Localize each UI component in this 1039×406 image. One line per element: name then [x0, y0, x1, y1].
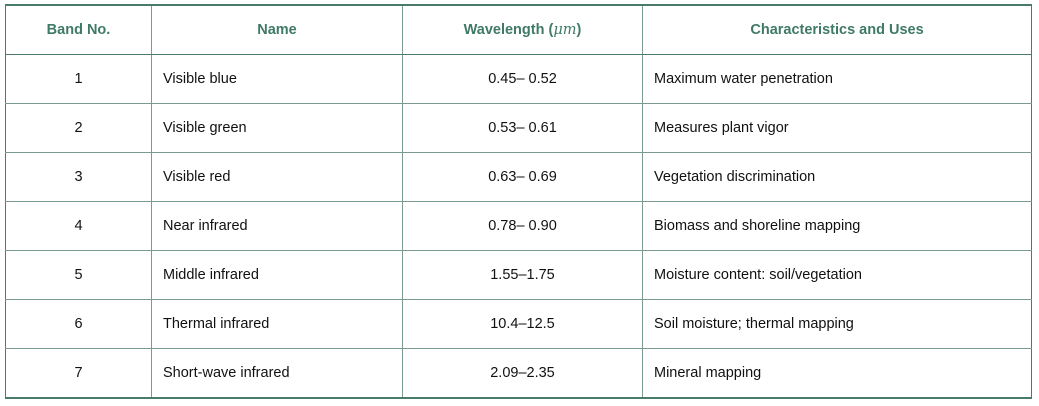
table-row: 3 Visible red 0.63– 0.69 Vegetation disc…: [5, 152, 1032, 202]
table-row: 4 Near infrared 0.78– 0.90 Biomass and s…: [5, 201, 1032, 251]
wavelength-cell: 0.63– 0.69: [402, 152, 643, 202]
uses-cell: Soil moisture; thermal mapping: [642, 299, 1032, 349]
uses-cell: Maximum water penetration: [642, 54, 1032, 104]
wavelength-cell: 0.78– 0.90: [402, 201, 643, 251]
band-number-cell: 1: [5, 54, 152, 104]
header-wavelength-unit: μm: [553, 22, 577, 38]
uses-cell: Measures plant vigor: [642, 103, 1032, 153]
wavelength-cell: 0.53– 0.61: [402, 103, 643, 153]
header-characteristics: Characteristics and Uses: [642, 4, 1032, 55]
wavelength-cell: 2.09–2.35: [402, 348, 643, 399]
header-name: Name: [151, 4, 403, 55]
uses-cell: Biomass and shoreline mapping: [642, 201, 1032, 251]
band-number-cell: 7: [5, 348, 152, 399]
band-name-cell: Middle infrared: [151, 250, 403, 300]
table-row: 6 Thermal infrared 10.4–12.5 Soil moistu…: [5, 299, 1032, 349]
table-row: 7 Short-wave infrared 2.09–2.35 Mineral …: [5, 348, 1032, 399]
band-number-cell: 2: [5, 103, 152, 153]
uses-cell: Mineral mapping: [642, 348, 1032, 399]
band-name-cell: Visible red: [151, 152, 403, 202]
landsat-bands-table-container: Band No. Name Wavelength (μm) Characteri…: [5, 4, 1032, 399]
table-row: 2 Visible green 0.53– 0.61 Measures plan…: [5, 103, 1032, 153]
wavelength-cell: 0.45– 0.52: [402, 54, 643, 104]
band-number-cell: 3: [5, 152, 152, 202]
band-name-cell: Short-wave infrared: [151, 348, 403, 399]
band-number-cell: 4: [5, 201, 152, 251]
table-header: Band No. Name Wavelength (μm) Characteri…: [5, 4, 1032, 55]
uses-cell: Moisture content: soil/vegetation: [642, 250, 1032, 300]
uses-cell: Vegetation discrimination: [642, 152, 1032, 202]
band-name-cell: Thermal infrared: [151, 299, 403, 349]
band-number-cell: 5: [5, 250, 152, 300]
header-wavelength-suffix: ): [576, 22, 582, 38]
header-band-no: Band No.: [5, 4, 152, 55]
band-name-cell: Visible green: [151, 103, 403, 153]
band-number-cell: 6: [5, 299, 152, 349]
wavelength-cell: 1.55–1.75: [402, 250, 643, 300]
header-wavelength: Wavelength (μm): [402, 4, 643, 55]
landsat-bands-table: Band No. Name Wavelength (μm) Characteri…: [5, 4, 1032, 399]
table-row: 1 Visible blue 0.45– 0.52 Maximum water …: [5, 54, 1032, 104]
table-row: 5 Middle infrared 1.55–1.75 Moisture con…: [5, 250, 1032, 300]
table-body: 1 Visible blue 0.45– 0.52 Maximum water …: [5, 54, 1032, 399]
band-name-cell: Near infrared: [151, 201, 403, 251]
header-row: Band No. Name Wavelength (μm) Characteri…: [5, 4, 1032, 55]
band-name-cell: Visible blue: [151, 54, 403, 104]
header-wavelength-prefix: Wavelength (: [463, 22, 554, 38]
wavelength-cell: 10.4–12.5: [402, 299, 643, 349]
